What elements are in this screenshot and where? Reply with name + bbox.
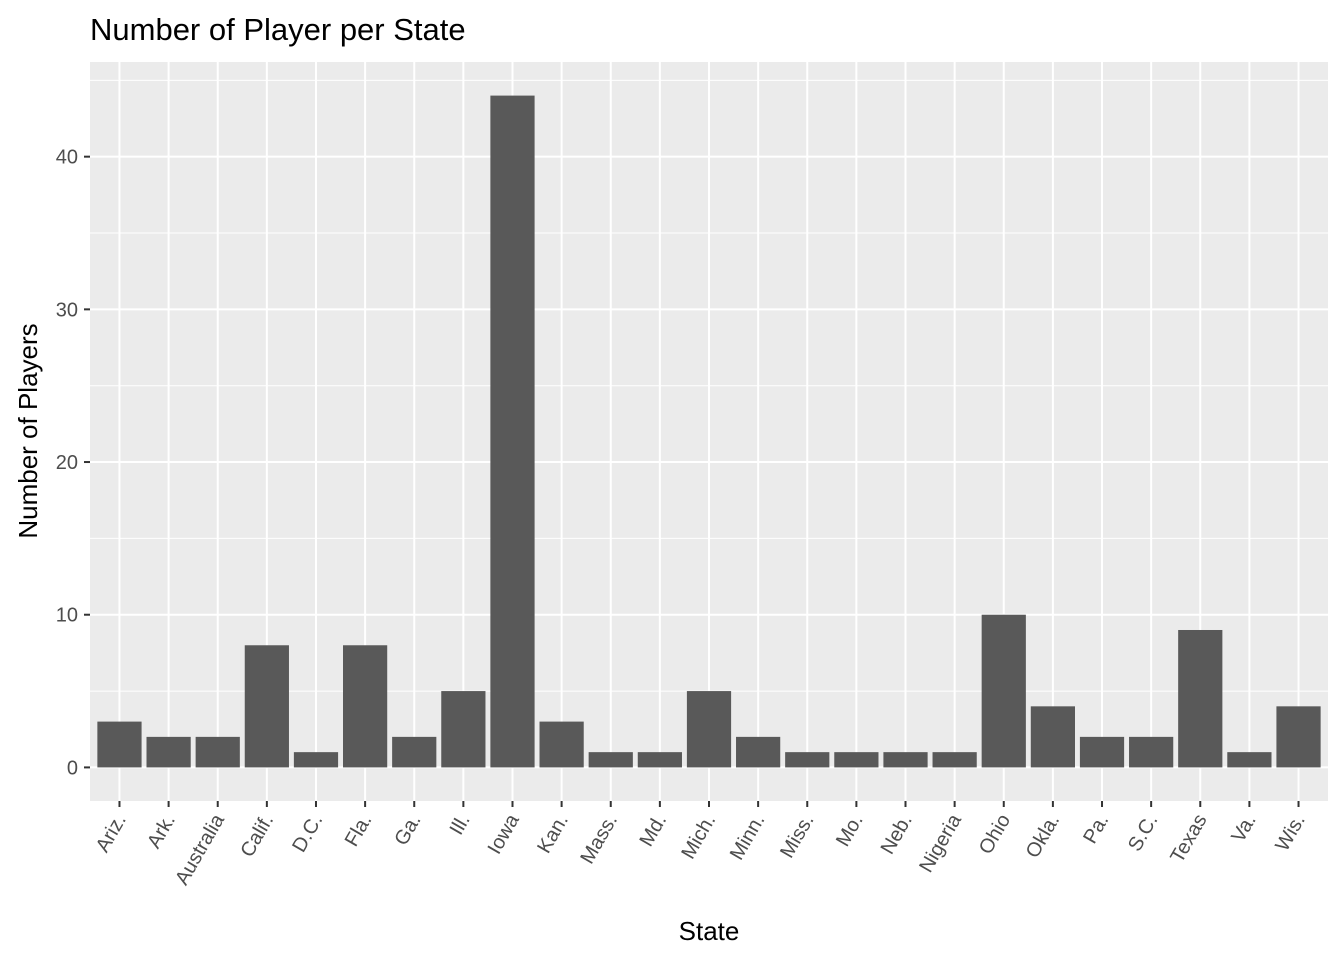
bar-Mass. xyxy=(588,752,633,768)
x-tick-label: Minn. xyxy=(726,811,770,864)
bar-Ga. xyxy=(392,736,437,768)
y-tick-label: 0 xyxy=(67,757,78,779)
bar-Okla. xyxy=(1030,706,1075,768)
x-tick-label: S.C. xyxy=(1124,811,1163,856)
x-tick-label: Pa. xyxy=(1079,811,1113,848)
x-tick-label: Calif. xyxy=(236,811,278,861)
bar-D.C. xyxy=(293,752,339,768)
x-tick-label: Ohio xyxy=(975,811,1015,859)
x-tick-label: Md. xyxy=(635,811,671,851)
bar-Pa. xyxy=(1079,736,1125,768)
y-axis-title: Number of Players xyxy=(13,323,43,538)
x-tick-label: Iowa xyxy=(484,810,525,858)
bar-Australia xyxy=(195,736,240,768)
bar-Ohio xyxy=(981,614,1026,768)
y-tick-label: 20 xyxy=(56,452,78,474)
bars xyxy=(97,95,1321,768)
bar-Va. xyxy=(1227,752,1272,768)
gridlines xyxy=(90,62,1328,801)
x-tick-label: Ark. xyxy=(143,811,180,853)
bar-Kan. xyxy=(539,721,584,768)
x-axis: Ariz. Ark.Australia Calif. D.C. Fla. Ga. Ill. I… xyxy=(92,801,1310,889)
x-tick-label: Mo. xyxy=(832,811,868,851)
bar-Mich. xyxy=(686,691,732,768)
bar-Wis. xyxy=(1276,706,1321,768)
x-tick-label: Nigeria xyxy=(915,810,966,877)
y-tick-label: 10 xyxy=(56,605,78,627)
y-tick-label: 40 xyxy=(56,147,78,169)
x-tick-label: Miss. xyxy=(776,811,818,862)
bar-Calif. xyxy=(244,645,289,768)
y-tick-label: 30 xyxy=(56,299,78,321)
x-tick-label: Ga. xyxy=(390,811,425,850)
x-tick-label: Okla. xyxy=(1022,811,1064,862)
bar-Ark. xyxy=(146,736,191,768)
x-tick-label: Mich. xyxy=(677,811,720,863)
bar-Mo. xyxy=(834,752,879,768)
x-axis-title: State xyxy=(679,916,740,946)
x-tick-label: Wis. xyxy=(1271,811,1309,856)
x-tick-label: Mass. xyxy=(576,811,622,868)
y-axis: 0 10 20 30 40 xyxy=(56,147,90,779)
bar-S.C. xyxy=(1129,736,1174,768)
bar-Minn. xyxy=(736,736,781,768)
bar-Fla. xyxy=(343,645,388,768)
x-tick-label: Va. xyxy=(1227,811,1260,847)
x-tick-label: Fla. xyxy=(341,811,377,851)
bar-Neb. xyxy=(883,752,928,768)
x-tick-label: D.C. xyxy=(288,811,327,857)
bar-Nigeria xyxy=(932,752,977,768)
bar-Ariz. xyxy=(97,721,142,768)
x-tick-label: Neb. xyxy=(877,811,917,859)
chart-title: Number of Player per State xyxy=(90,12,466,47)
bar-Ill. xyxy=(441,691,486,768)
x-tick-label: Ill. xyxy=(446,811,475,839)
bar-Miss. xyxy=(785,752,830,768)
bar-Texas xyxy=(1178,629,1223,768)
x-tick-label: Kan. xyxy=(533,811,573,858)
bar-Iowa xyxy=(490,95,535,768)
bar-Md. xyxy=(637,752,682,768)
x-tick-label: Texas xyxy=(1166,811,1211,867)
x-tick-label: Ariz. xyxy=(92,811,131,857)
